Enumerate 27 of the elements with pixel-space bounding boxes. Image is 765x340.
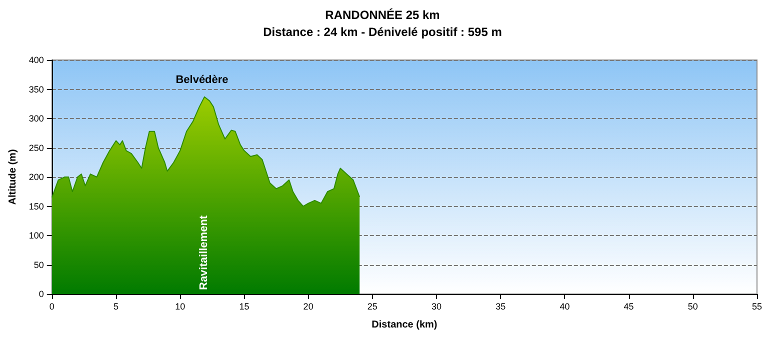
chart-title: RANDONNÉE 25 km	[325, 8, 440, 22]
y-axis-title: Altitude (m)	[8, 149, 18, 205]
x-axis-title: Distance (km)	[372, 320, 438, 330]
x-tick-label: 10	[175, 302, 186, 312]
y-tick-label: 400	[28, 55, 44, 65]
y-tick-label: 0	[38, 289, 44, 299]
y-tick-label: 150	[28, 201, 44, 212]
x-tick-label: 25	[367, 302, 378, 312]
y-tick-label: 300	[28, 114, 44, 124]
chart-subtitle: Distance : 24 km - Dénivelé positif : 595 m	[263, 25, 502, 39]
x-tick-label: 20	[303, 302, 314, 312]
x-tick-label: 55	[752, 302, 762, 312]
x-tick-label: 40	[560, 302, 570, 312]
y-tick-label: 50	[34, 260, 44, 270]
y-tick-label: 200	[28, 172, 44, 182]
y-tick-label: 250	[28, 142, 44, 153]
annotation: Belvédère	[176, 74, 228, 86]
x-tick-label: 0	[49, 302, 54, 312]
annotation: Ravitaillement	[198, 215, 210, 290]
x-tick-label: 5	[114, 302, 119, 312]
x-tick-label: 15	[239, 302, 250, 312]
x-tick-label: 45	[624, 302, 634, 312]
y-tick-label: 350	[28, 84, 44, 94]
x-tick-label: 50	[688, 302, 698, 312]
x-tick-label: 30	[431, 302, 442, 312]
y-tick-label: 100	[28, 230, 44, 240]
x-tick-label: 35	[496, 302, 506, 312]
